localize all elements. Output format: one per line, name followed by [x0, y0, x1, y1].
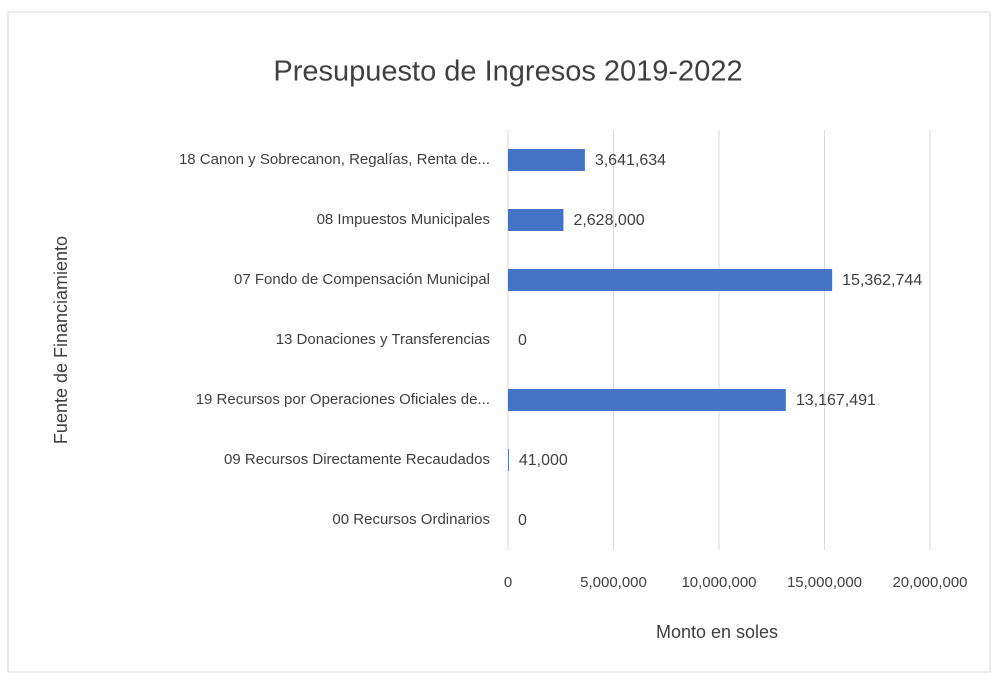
y-axis-title: Fuente de Financiamiento	[51, 236, 71, 444]
y-tick-label: 19 Recursos por Operaciones Oficiales de…	[196, 391, 490, 408]
y-tick-label: 08 Impuestos Municipales	[317, 211, 490, 228]
value-label: 0	[518, 512, 527, 529]
y-tick-label: 18 Canon y Sobrecanon, Regalías, Renta d…	[179, 151, 490, 168]
y-tick-label: 13 Donaciones y Transferencias	[276, 331, 490, 348]
x-tick-label: 10,000,000	[681, 574, 756, 591]
value-label: 2,628,000	[573, 212, 644, 229]
y-tick-label: 00 Recursos Ordinarios	[332, 511, 490, 528]
value-label: 41,000	[519, 452, 568, 469]
bar	[508, 389, 786, 411]
x-tick-label: 5,000,000	[580, 574, 647, 591]
x-tick-label: 0	[504, 574, 512, 591]
value-label: 3,641,634	[595, 152, 666, 169]
y-tick-label: 09 Recursos Directamente Recaudados	[224, 451, 490, 468]
chart-border	[7, 11, 991, 673]
chart-title: Presupuesto de Ingresos 2019-2022	[273, 56, 742, 88]
bar	[508, 209, 564, 231]
bar	[508, 149, 585, 171]
value-label: 13,167,491	[796, 392, 876, 409]
y-tick-label: 07 Fondo de Compensación Municipal	[234, 271, 490, 288]
bar	[508, 269, 833, 291]
x-tick-label: 15,000,000	[787, 574, 862, 591]
x-axis-title: Monto en soles	[656, 622, 778, 642]
value-label: 15,362,744	[842, 272, 922, 289]
value-label: 0	[518, 332, 527, 349]
bar	[508, 449, 509, 471]
x-tick-label: 20,000,000	[892, 574, 967, 591]
